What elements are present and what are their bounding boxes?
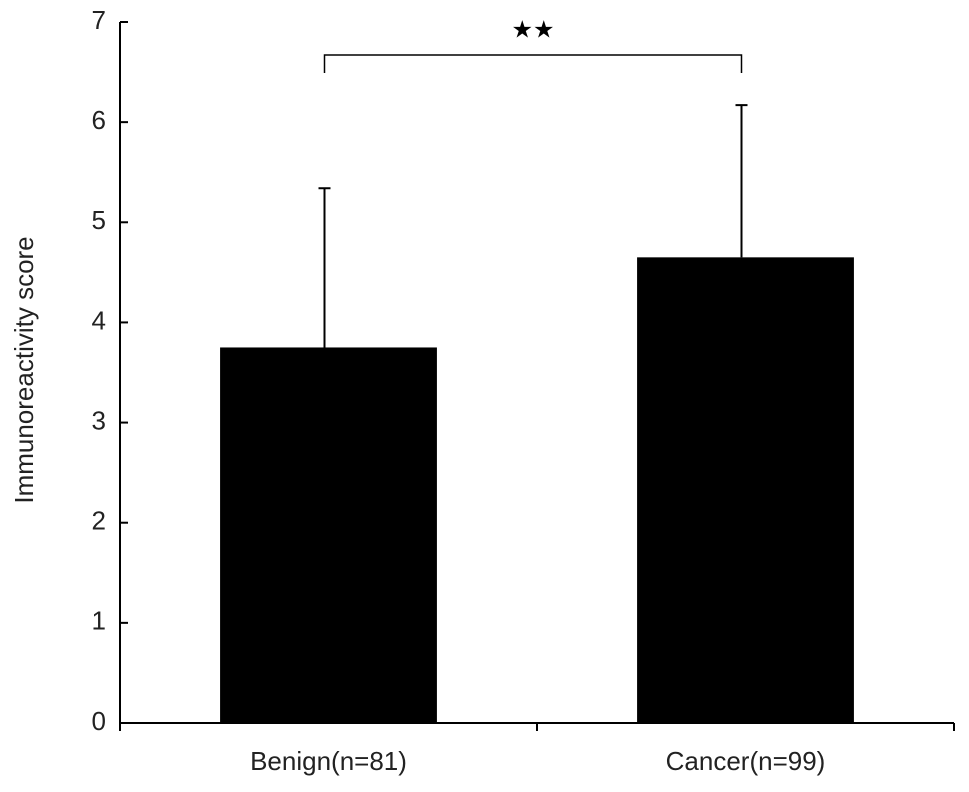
bar	[637, 257, 854, 723]
y-tick-label: 3	[92, 405, 106, 435]
significance-label: ★★	[511, 16, 554, 43]
y-axis-label: Immunoreactivity score	[9, 236, 39, 503]
y-tick-label: 2	[92, 506, 106, 536]
y-tick-label: 0	[92, 706, 106, 736]
significance-bracket	[323, 54, 743, 73]
y-tick-label: 1	[92, 606, 106, 636]
y-tick-label: 7	[92, 5, 106, 35]
y-tick-label: 4	[92, 305, 106, 335]
x-tick-label: Cancer(n=99)	[666, 746, 826, 776]
x-tick-label: Benign(n=81)	[250, 746, 407, 776]
bar	[220, 347, 437, 723]
y-tick-label: 6	[92, 105, 106, 135]
y-tick-label: 5	[92, 205, 106, 235]
